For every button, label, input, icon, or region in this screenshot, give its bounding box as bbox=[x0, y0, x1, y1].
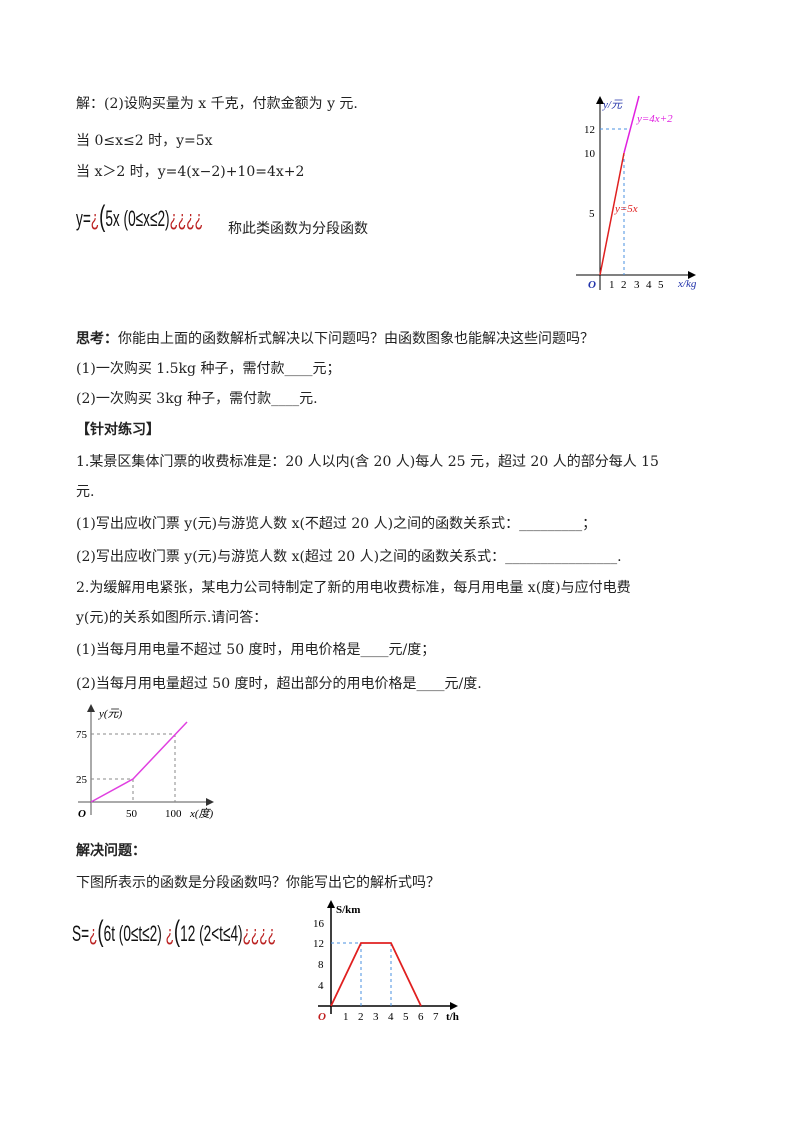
formula-part-1: 6t (0≤t≤2) bbox=[103, 921, 162, 946]
x-tick: 2 bbox=[621, 279, 627, 291]
graph-distance-time: S/km t/h O 4 8 12 16 1 2 3 4 5 6 7 bbox=[313, 900, 459, 1023]
formula-glitch: ¿¿¿¿ bbox=[169, 206, 203, 231]
piecewise-note: 称此类函数为分段函数 bbox=[228, 221, 368, 237]
formula-prefix: y= bbox=[76, 206, 91, 231]
line-y-4x-plus-2 bbox=[623, 95, 640, 154]
x-tick: 100 bbox=[165, 808, 182, 820]
line2-label: y=4x+2 bbox=[636, 113, 673, 125]
practice-2-line-2: y(元)的关系如图所示.请问答： bbox=[76, 610, 268, 626]
y-tick: 25 bbox=[76, 774, 88, 786]
solution-line-3: 当 x＞2 时，y=4(x−2)+10=4x+2 bbox=[76, 164, 305, 180]
x-tick: 6 bbox=[418, 1011, 424, 1023]
formula-glitch: ¿ bbox=[89, 921, 98, 946]
fee-line bbox=[90, 721, 188, 803]
practice-2-q2: (2)当每月用电量超过 50 度时，超出部分的用电价格是____元/度. bbox=[76, 676, 482, 692]
x-axis-label: x/kg bbox=[677, 278, 697, 290]
formula-glitch: ¿ bbox=[165, 921, 174, 946]
piecewise-formula-y: y=¿(5x (0≤x≤2)¿¿¿¿ bbox=[76, 200, 203, 233]
y-tick: 75 bbox=[76, 729, 88, 741]
formula-part-2: 12 (2<t≤4) bbox=[180, 921, 243, 946]
think-block: 思考：你能由上面的函数解析式解决以下问题吗？由函数图象也能解决这些问题吗？ bbox=[76, 330, 594, 348]
y-axis-arrow-icon bbox=[87, 704, 95, 712]
formula-glitch: ¿ bbox=[90, 206, 100, 231]
x-axis-arrow-icon bbox=[206, 798, 214, 806]
solution-line-1: 解：(2)设购买量为 x 千克，付款金额为 y 元. bbox=[76, 96, 358, 112]
y-tick: 4 bbox=[318, 980, 324, 992]
line1-label: y=5x bbox=[614, 203, 638, 215]
x-tick: 5 bbox=[403, 1011, 409, 1023]
y-axis-label: y/元 bbox=[602, 99, 623, 111]
solution-line-2: 当 0≤x≤2 时，y=5x bbox=[76, 133, 213, 149]
practice-2-line-1: 2.为缓解用电紧张，某电力公司特制定了新的用电收费标准，每月用电量 x(度)与应… bbox=[76, 580, 631, 596]
x-tick: 4 bbox=[388, 1011, 394, 1023]
y-tick: 8 bbox=[318, 959, 324, 971]
solve-question: 下图所表示的函数是分段函数吗？你能写出它的解析式吗？ bbox=[76, 875, 440, 891]
practice-2-q1: (1)当每月用电量不超过 50 度时，用电价格是____元/度； bbox=[76, 642, 436, 658]
y-axis-label: S/km bbox=[336, 904, 360, 916]
x-tick: 3 bbox=[634, 279, 640, 291]
origin-label: O bbox=[588, 279, 596, 291]
formula-prefix: S= bbox=[72, 921, 90, 946]
practice-title: 【针对练习】 bbox=[76, 422, 160, 438]
x-axis-arrow-icon bbox=[688, 271, 696, 279]
x-tick: 4 bbox=[646, 279, 652, 291]
practice-1-line-2: 元. bbox=[76, 484, 95, 500]
x-axis-label: x(度) bbox=[189, 807, 214, 820]
x-tick: 1 bbox=[609, 279, 615, 291]
line-y-5x bbox=[599, 152, 625, 276]
x-tick: 7 bbox=[433, 1011, 439, 1023]
y-tick: 5 bbox=[589, 208, 595, 220]
y-axis-arrow-icon bbox=[596, 96, 604, 104]
graph-price-vs-weight: y/元 x/kg O 5 10 12 1 2 3 4 5 y=5x y=4x+2 bbox=[576, 95, 697, 291]
graph-electricity-fee: y(元) x(度) O 25 75 50 100 bbox=[76, 704, 214, 820]
y-tick: 16 bbox=[313, 918, 325, 930]
origin-label: O bbox=[318, 1011, 326, 1023]
distance-line bbox=[330, 942, 422, 1007]
practice-1-q2: (2)写出应收门票 y(元)与游览人数 x(超过 20 人)之间的函数关系式：_… bbox=[76, 549, 622, 565]
y-tick: 12 bbox=[584, 124, 595, 136]
think-q2: (2)一次购买 3kg 种子，需付款____元. bbox=[76, 391, 318, 407]
piecewise-formula-s: S=¿(6t (0≤t≤2) ¿(12 (2<t≤4)¿¿¿¿ bbox=[72, 915, 276, 948]
practice-1-q1: (1)写出应收门票 y(元)与游览人数 x(不超过 20 人)之间的函数关系式：… bbox=[76, 516, 597, 532]
think-title: 思考： bbox=[76, 331, 118, 347]
y-axis-arrow-icon bbox=[327, 900, 335, 908]
x-tick: 50 bbox=[126, 808, 138, 820]
formula-body: 5x (0≤x≤2) bbox=[105, 206, 170, 231]
x-tick: 1 bbox=[343, 1011, 349, 1023]
origin-label: O bbox=[78, 808, 86, 820]
think-question: 你能由上面的函数解析式解决以下问题吗？由函数图象也能解决这些问题吗？ bbox=[118, 331, 594, 347]
y-tick: 10 bbox=[584, 148, 596, 160]
y-tick: 12 bbox=[313, 938, 324, 950]
x-axis-label: t/h bbox=[446, 1011, 459, 1023]
x-axis-arrow-icon bbox=[450, 1002, 458, 1010]
y-axis-label: y(元) bbox=[98, 708, 123, 720]
solve-title: 解决问题： bbox=[76, 843, 146, 859]
x-tick: 5 bbox=[658, 279, 664, 291]
x-tick: 3 bbox=[373, 1011, 379, 1023]
think-q1: (1)一次购买 1.5kg 种子，需付款____元； bbox=[76, 361, 341, 377]
practice-1-line-1: 1.某景区集体门票的收费标准是：20 人以内(含 20 人)每人 25 元，超过… bbox=[76, 454, 659, 470]
formula-glitch: ¿¿¿¿ bbox=[242, 921, 276, 946]
x-tick: 2 bbox=[358, 1011, 364, 1023]
